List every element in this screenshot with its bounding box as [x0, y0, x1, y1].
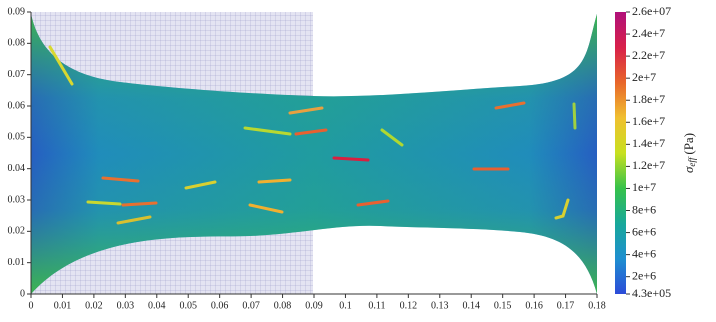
- x-tick-label: 0.06: [211, 300, 229, 311]
- crack: [380, 128, 404, 147]
- colorbar-tick-label: 2.2e+7: [632, 48, 665, 62]
- colorbar-tick-label: 1e+7: [632, 180, 656, 194]
- x-tick-label: 0.09: [305, 300, 323, 311]
- crack: [257, 178, 292, 184]
- x-tick-label: 0.1: [339, 300, 352, 311]
- crack: [101, 176, 140, 183]
- y-tick-label: 0.03: [8, 194, 26, 205]
- x-tick-label: 0.13: [431, 300, 449, 311]
- colorbar-tick-label: 2.4e+7: [632, 26, 665, 40]
- colorbar-label-unit: (Pa): [681, 133, 696, 155]
- colorbar-tick-label: 4e+6: [632, 246, 656, 260]
- y-tick-label: 0.06: [8, 100, 26, 111]
- x-tick-label: 0.03: [117, 300, 135, 311]
- x-tick-label: 0.04: [148, 300, 166, 311]
- colorbar-tick-label: 1.8e+7: [632, 92, 665, 106]
- y-tick-label: 0.02: [8, 226, 26, 237]
- y-tick-label: 0: [20, 288, 25, 299]
- x-tick-label: 0.11: [368, 300, 385, 311]
- cracks: [48, 45, 577, 225]
- x-tick-label: 0.17: [557, 300, 575, 311]
- crack: [116, 215, 152, 225]
- x-tick-label: 0.01: [54, 300, 72, 311]
- y-tick-label: 0.04: [8, 163, 26, 174]
- colorbar-tick-label: 2.6e+07: [632, 4, 671, 18]
- crack: [248, 203, 284, 214]
- colorbar-tick-label: 1.6e+7: [632, 114, 665, 128]
- colorbar-tick-label: 2e+6: [632, 268, 656, 282]
- crack: [294, 128, 328, 136]
- colorbar-label-sub: eff: [687, 156, 697, 166]
- crack: [332, 156, 370, 162]
- x-tick-label: 0.05: [179, 300, 197, 311]
- y-tick-label: 0.08: [8, 38, 26, 49]
- colorbar-label-symbol: σ: [681, 166, 696, 173]
- crack: [86, 200, 122, 206]
- x-tick-label: 0.16: [525, 300, 543, 311]
- colorbar-tick-label: 1.2e+7: [632, 158, 665, 172]
- x-tick-label: 0.07: [242, 300, 260, 311]
- colorbar-tick-label: 8e+6: [632, 202, 656, 216]
- crack: [184, 180, 217, 190]
- x-tick-label: 0.08: [274, 300, 292, 311]
- crack: [356, 199, 390, 207]
- specimen: [31, 14, 597, 294]
- x-tick-label: 0.15: [494, 300, 512, 311]
- crack: [48, 45, 74, 86]
- crack: [288, 106, 324, 115]
- crack: [554, 198, 570, 220]
- y-tick-label: 0.01: [8, 257, 26, 268]
- colorbar-tick-label: 2e+7: [632, 70, 656, 84]
- colorbar-tick-label: 4.3e+05: [632, 286, 671, 300]
- colorbar-tick-label: 1.4e+7: [632, 136, 665, 150]
- x-tick-label: 0.12: [400, 300, 418, 311]
- field-overlay: [31, 14, 597, 294]
- colorbar-label: σeff(Pa): [681, 133, 697, 173]
- x-tick-label: 0.18: [588, 300, 606, 311]
- x-tick-label: 0.14: [462, 300, 480, 311]
- x-tick-label: 0: [29, 300, 34, 311]
- colorbar: [615, 12, 626, 294]
- y-tick-label: 0.09: [8, 6, 26, 17]
- crack: [494, 101, 526, 110]
- y-tick-label: 0.05: [8, 132, 26, 143]
- crack: [572, 102, 577, 130]
- crack: [121, 201, 158, 207]
- colorbar-tick-label: 6e+6: [632, 224, 656, 238]
- crack: [243, 126, 292, 136]
- y-tick-label: 0.07: [8, 69, 26, 80]
- x-tick-label: 0.02: [85, 300, 103, 311]
